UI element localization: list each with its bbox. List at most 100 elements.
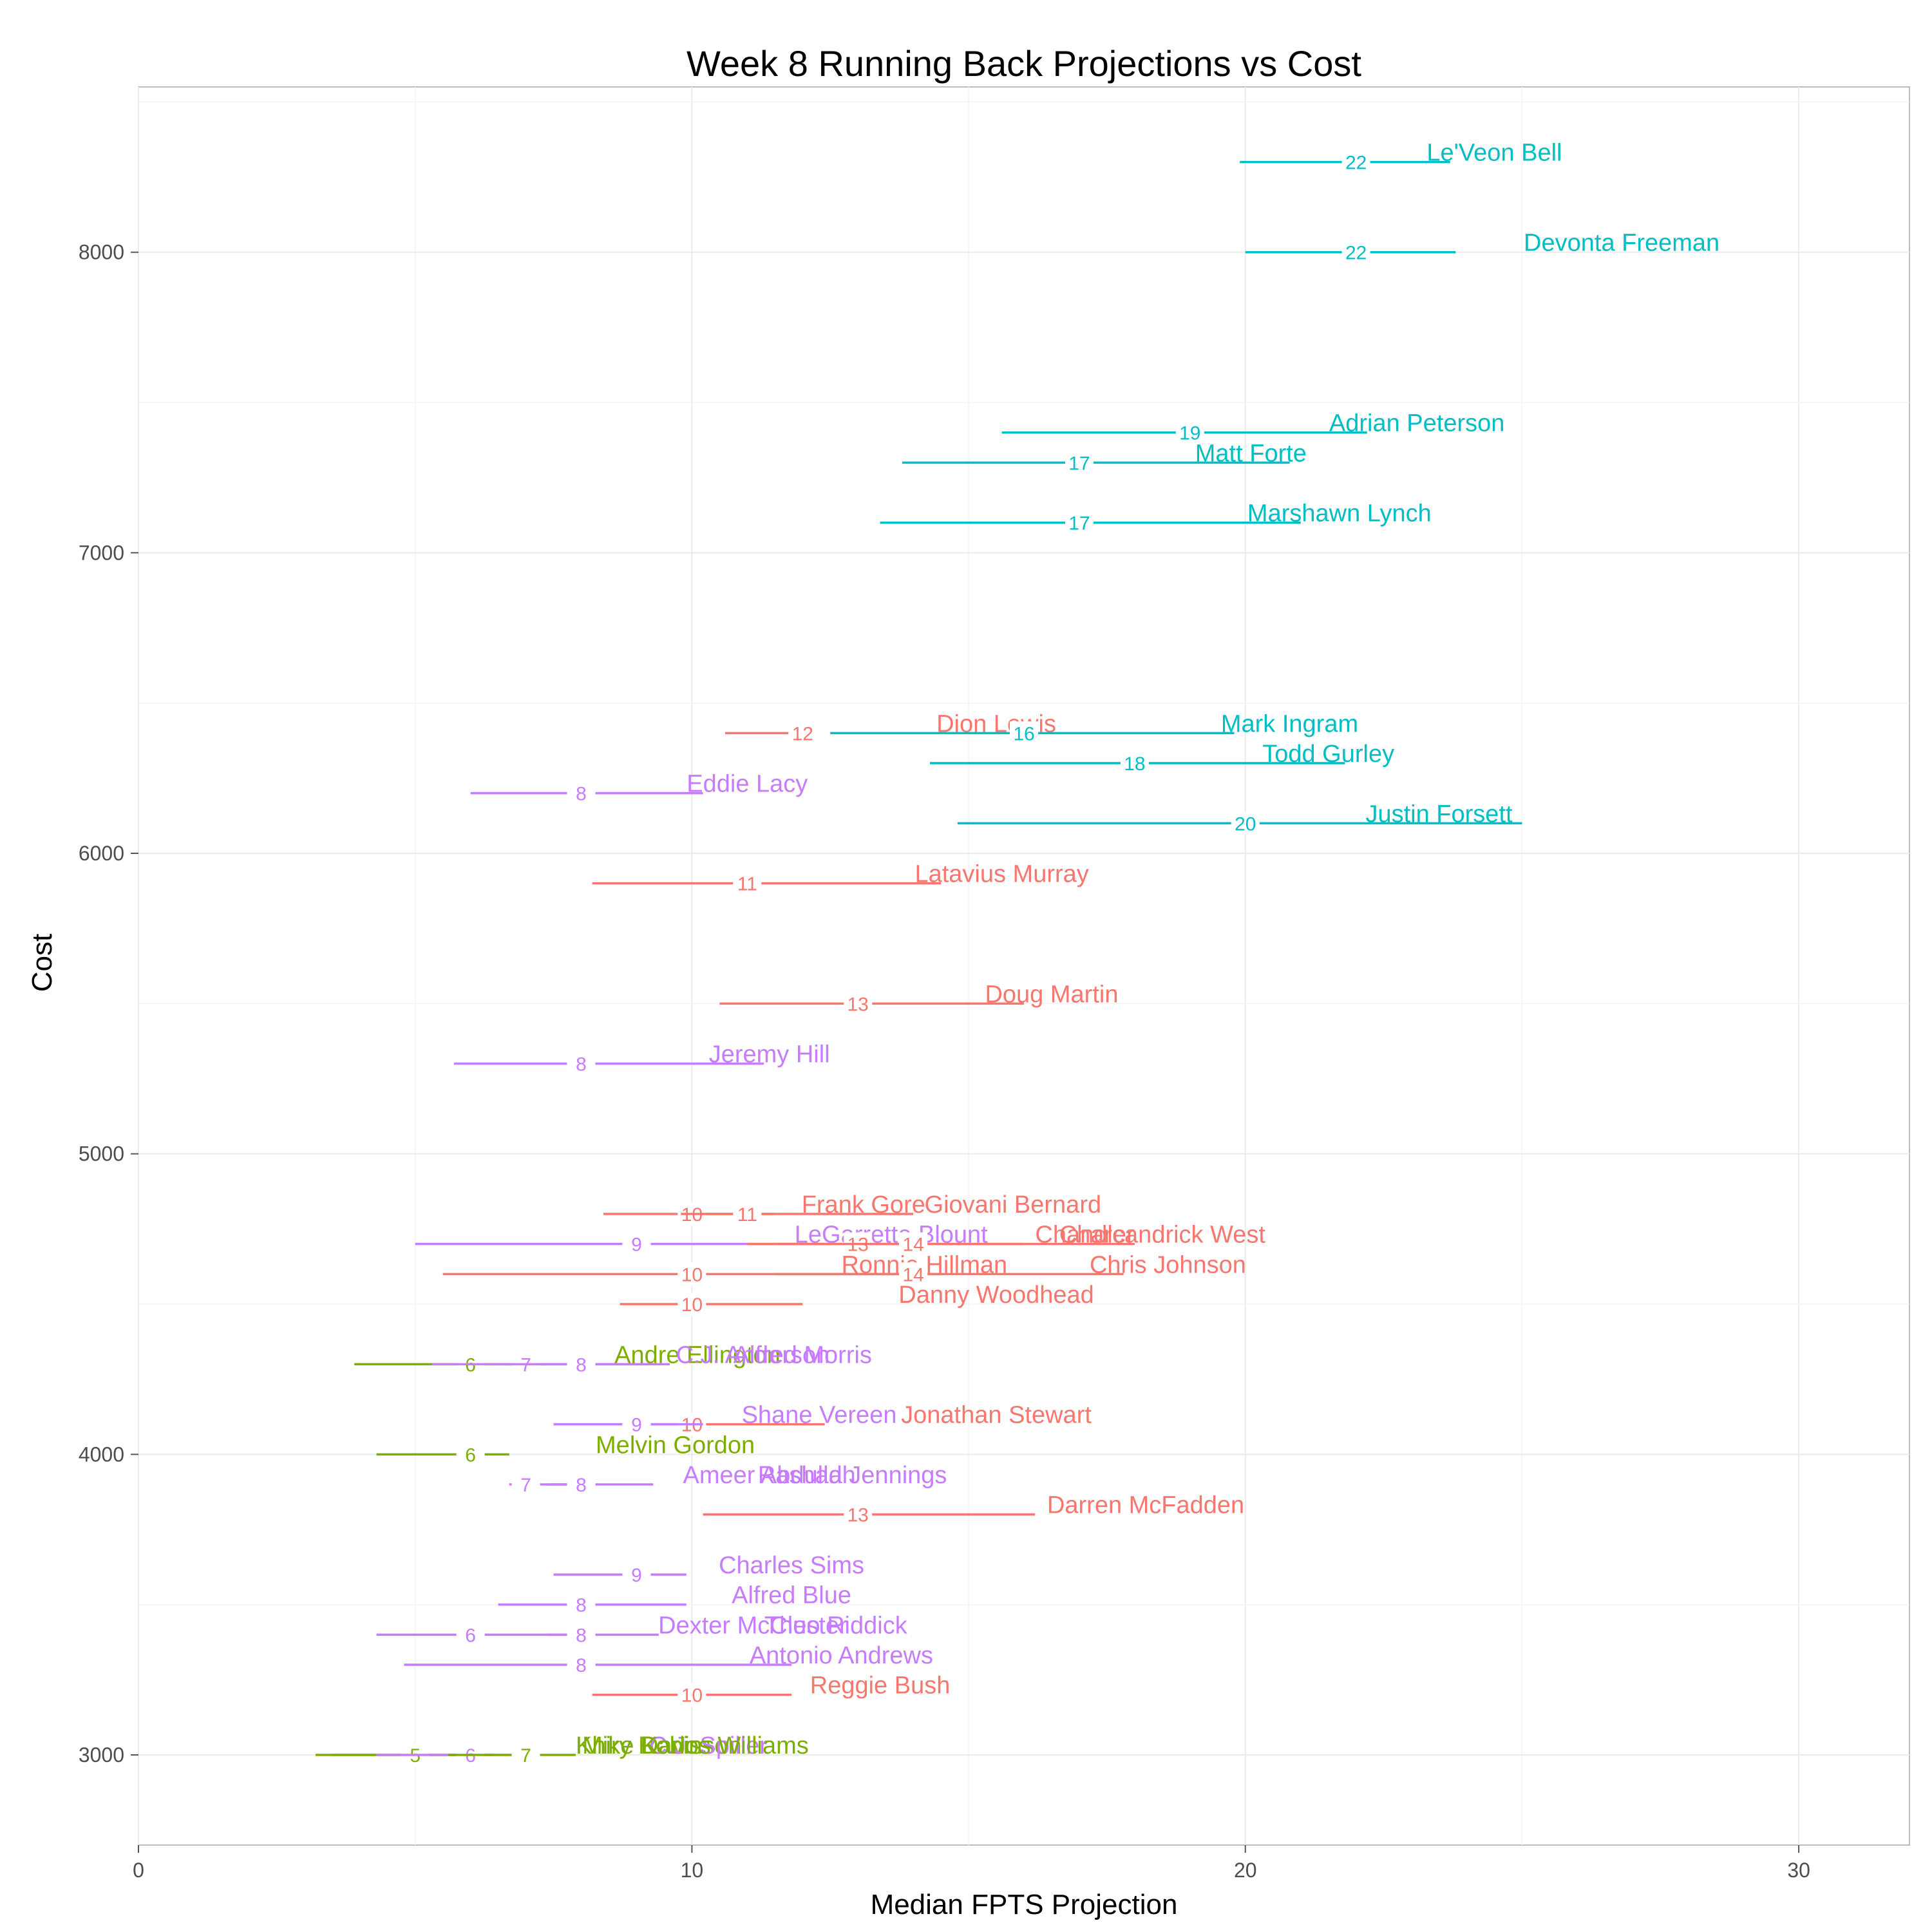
median-label-bg bbox=[1010, 721, 1038, 745]
player-name-label: Todd Gurley bbox=[1262, 741, 1394, 768]
median-label: 19 bbox=[1179, 423, 1200, 444]
y-tick-label: 3000 bbox=[79, 1743, 124, 1766]
median-label: 8 bbox=[576, 1354, 587, 1376]
player-marker: 10 Danny Woodhead bbox=[620, 1282, 1094, 1316]
player-marker: 8 Theo Riddick bbox=[547, 1612, 908, 1647]
median-label: 11 bbox=[737, 1204, 757, 1226]
median-label-bg bbox=[622, 1563, 651, 1586]
median-label-bg bbox=[677, 1262, 706, 1286]
player-marker: 17 Marshawn Lynch bbox=[880, 500, 1432, 535]
median-label: 10 bbox=[681, 1685, 703, 1707]
player-marker: 9 Charles Sims bbox=[553, 1552, 864, 1586]
median-label: 9 bbox=[631, 1235, 642, 1256]
median-label-bg bbox=[899, 1262, 928, 1286]
median-label: 13 bbox=[848, 994, 869, 1015]
x-tick-label: 30 bbox=[1787, 1859, 1810, 1882]
median-label: 13 bbox=[848, 1505, 869, 1526]
player-marker: 14 Charcandrick West bbox=[775, 1222, 1265, 1256]
median-label: 6 bbox=[465, 1625, 476, 1646]
player-marker: 13 Darren McFadden bbox=[703, 1492, 1244, 1526]
median-label-bg bbox=[844, 1502, 873, 1526]
median-label-bg bbox=[733, 871, 762, 895]
player-marker: 22 Le'Veon Bell bbox=[1240, 140, 1562, 174]
player-marker: 19 Adrian Peterson bbox=[1001, 410, 1504, 444]
player-name-label: Shane Vereen bbox=[742, 1402, 897, 1429]
median-label-bg bbox=[456, 1443, 485, 1466]
player-name-label: Le'Veon Bell bbox=[1426, 140, 1562, 167]
median-label-bg bbox=[899, 1232, 928, 1256]
median-label: 16 bbox=[1013, 723, 1034, 744]
y-tick-label: 6000 bbox=[79, 842, 124, 865]
y-axis-title: Cost bbox=[26, 934, 58, 992]
player-marker: 10 Reggie Bush bbox=[592, 1672, 951, 1707]
player-marker: 8 Rashad Jennings bbox=[547, 1462, 947, 1496]
player-name-label: Karlos Williams bbox=[641, 1732, 809, 1759]
player-marker: 8 Jeremy Hill bbox=[453, 1041, 830, 1075]
player-name-label: Rashad Jennings bbox=[758, 1462, 947, 1489]
player-marker: 6 Dexter McCluster bbox=[376, 1612, 848, 1647]
player-marker: 20 Justin Forsett bbox=[957, 800, 1522, 835]
player-marker: 8 Eddie Lacy bbox=[470, 771, 808, 805]
median-label-bg bbox=[1120, 752, 1149, 775]
median-label-bg bbox=[1175, 421, 1204, 444]
y-tick-label: 8000 bbox=[79, 241, 124, 264]
y-tick-label: 5000 bbox=[79, 1142, 124, 1166]
plot-area: 0 10 20 30 3000 4000 5000 6000 7000 8000 22 Le'Veon… bbox=[79, 86, 1910, 1882]
player-name-label: Reggie Bush bbox=[810, 1672, 951, 1700]
y-tick-label: 7000 bbox=[79, 541, 124, 564]
player-name-label: Charcandrick West bbox=[1059, 1222, 1266, 1249]
median-label-bg bbox=[567, 1593, 596, 1616]
median-label: 9 bbox=[631, 1565, 642, 1586]
median-label: 12 bbox=[792, 723, 813, 744]
player-name-label: Alfred Blue bbox=[732, 1582, 851, 1609]
median-label-bg bbox=[733, 1202, 762, 1226]
x-tick-label: 10 bbox=[681, 1859, 704, 1882]
median-label-bg bbox=[844, 992, 873, 1016]
x-tick-label: 20 bbox=[1234, 1859, 1257, 1882]
player-name-label: Latavius Murray bbox=[914, 861, 1088, 888]
median-label-bg bbox=[677, 1293, 706, 1316]
median-label-bg bbox=[1341, 150, 1370, 174]
median-label: 7 bbox=[520, 1475, 531, 1496]
median-label-bg bbox=[788, 721, 817, 745]
player-marker: 14 Chris Johnson bbox=[775, 1251, 1246, 1286]
median-label: 14 bbox=[902, 1235, 923, 1256]
median-label: 11 bbox=[737, 874, 757, 895]
median-label-bg bbox=[1065, 451, 1094, 475]
player-name-label: Devonta Freeman bbox=[1524, 230, 1719, 257]
player-marker: 6 Melvin Gordon bbox=[376, 1432, 755, 1466]
player-marker: 11 Giovani Bernard bbox=[681, 1191, 1101, 1226]
median-label-bg bbox=[511, 1743, 540, 1766]
player-name-label: Khiry Robinson bbox=[576, 1732, 742, 1759]
median-label-bg bbox=[622, 1232, 651, 1256]
x-axis-title: Median FPTS Projection bbox=[871, 1889, 1178, 1920]
player-marker: 8 Alfred Morris bbox=[504, 1341, 872, 1376]
y-tick-label: 4000 bbox=[79, 1443, 124, 1466]
player-name-label: Dexter McCluster bbox=[658, 1612, 848, 1639]
median-label-bg bbox=[1065, 511, 1094, 535]
player-name-label: C.J. Anderson bbox=[676, 1341, 830, 1368]
player-name-label: Mark Ingram bbox=[1221, 710, 1358, 737]
player-name-label: C.J. Spiller bbox=[649, 1732, 768, 1759]
player-name-label: Jonathan Stewart bbox=[901, 1402, 1092, 1429]
median-label-bg bbox=[567, 1473, 596, 1496]
player-marker: 7 Karlos Williams bbox=[448, 1732, 809, 1766]
player-name-label: Ameer Abdullah bbox=[683, 1462, 856, 1489]
player-name-label: Charles Sims bbox=[719, 1552, 864, 1579]
median-label-bg bbox=[567, 1653, 596, 1676]
median-label: 22 bbox=[1345, 153, 1367, 174]
median-label-bg bbox=[567, 1052, 596, 1075]
player-name-label: Mike Davis bbox=[582, 1732, 702, 1759]
median-label: 8 bbox=[576, 784, 587, 805]
player-name-label: Marshawn Lynch bbox=[1247, 500, 1432, 527]
median-label-bg bbox=[622, 1412, 651, 1436]
median-label: 8 bbox=[576, 1475, 587, 1496]
plot-frame bbox=[138, 86, 1910, 1846]
player-marker: 10 Jonathan Stewart bbox=[636, 1402, 1092, 1436]
player-name-label: Eddie Lacy bbox=[687, 771, 808, 798]
player-marker: 13 Doug Martin bbox=[719, 981, 1118, 1016]
player-name-label: Chris Johnson bbox=[1090, 1251, 1246, 1278]
player-name-label: Doug Martin bbox=[985, 981, 1118, 1008]
median-label-bg bbox=[511, 1473, 540, 1496]
median-label-bg bbox=[1341, 240, 1370, 264]
